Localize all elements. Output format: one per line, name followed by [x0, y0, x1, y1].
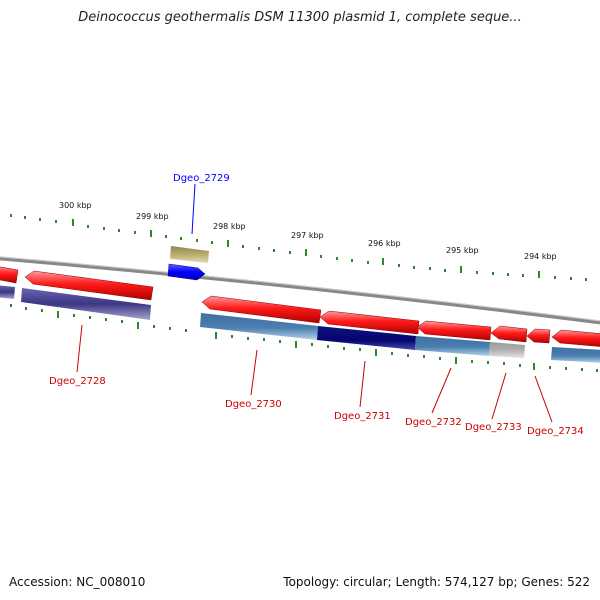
tick-label: 296 kbp [368, 239, 401, 248]
gene-arrow-dgeo-2729[interactable] [167, 263, 206, 281]
gene-bar-khaki[interactable] [170, 246, 209, 263]
cds-arrow[interactable] [551, 329, 600, 347]
gene-bar-dgeo-2731[interactable] [317, 326, 416, 350]
cds-track[interactable] [0, 266, 600, 347]
gene-labels: Dgeo_2729 Dgeo_2728 Dgeo_2730 Dgeo_2731 … [49, 173, 584, 437]
leader-lines [76, 183, 553, 423]
gene-bar-dgeo-2732[interactable] [415, 336, 490, 356]
tick-label: 299 kbp [136, 212, 169, 221]
cds-arrow[interactable] [24, 270, 154, 301]
gene-label-dgeo-2728[interactable]: Dgeo_2728 [49, 376, 106, 387]
topology-summary: Topology: circular; Length: 574,127 bp; … [283, 575, 590, 589]
backbone-track [0, 256, 600, 325]
tick-label: 294 kbp [524, 252, 557, 261]
gene-label-dgeo-2731[interactable]: Dgeo_2731 [334, 411, 391, 422]
cds-arrow[interactable] [416, 320, 492, 341]
map-title: Deinococcus geothermalis DSM 11300 plasm… [78, 10, 522, 25]
cds-arrow[interactable] [319, 310, 420, 335]
gene-bar-dgeo-2733[interactable] [489, 342, 525, 358]
backbone-highlight [0, 256, 600, 322]
tick-label: 298 kbp [213, 222, 246, 231]
scale-ruler-inner [10, 304, 598, 372]
gene-label-dgeo-2734[interactable]: Dgeo_2734 [527, 426, 584, 437]
cds-arrow[interactable] [490, 325, 528, 343]
gene-track[interactable] [0, 246, 600, 363]
tick-label: 295 kbp [446, 246, 479, 255]
gene-label-dgeo-2733[interactable]: Dgeo_2733 [465, 422, 522, 433]
cds-arrow[interactable] [201, 295, 322, 324]
tick-label: 297 kbp [291, 231, 324, 240]
gene-bar-dgeo-2728[interactable] [21, 288, 151, 320]
accession-label: Accession: NC_008010 [9, 575, 146, 589]
gene-label-dgeo-2729[interactable]: Dgeo_2729 [173, 173, 230, 184]
gene-bar-dgeo-2730[interactable] [200, 313, 318, 340]
gene-bar-left-edge[interactable] [0, 285, 15, 299]
cds-arrow[interactable] [0, 266, 19, 284]
gene-bar-dgeo-2734[interactable] [551, 347, 600, 363]
cds-arrow[interactable] [526, 328, 551, 344]
gene-label-dgeo-2730[interactable]: Dgeo_2730 [225, 399, 282, 410]
scale-ruler-outer [10, 214, 587, 281]
tick-label: 300 kbp [59, 201, 92, 210]
gene-label-dgeo-2732[interactable]: Dgeo_2732 [405, 417, 462, 428]
scale-labels: 300 kbp 299 kbp 298 kbp 297 kbp 296 kbp … [59, 201, 557, 261]
